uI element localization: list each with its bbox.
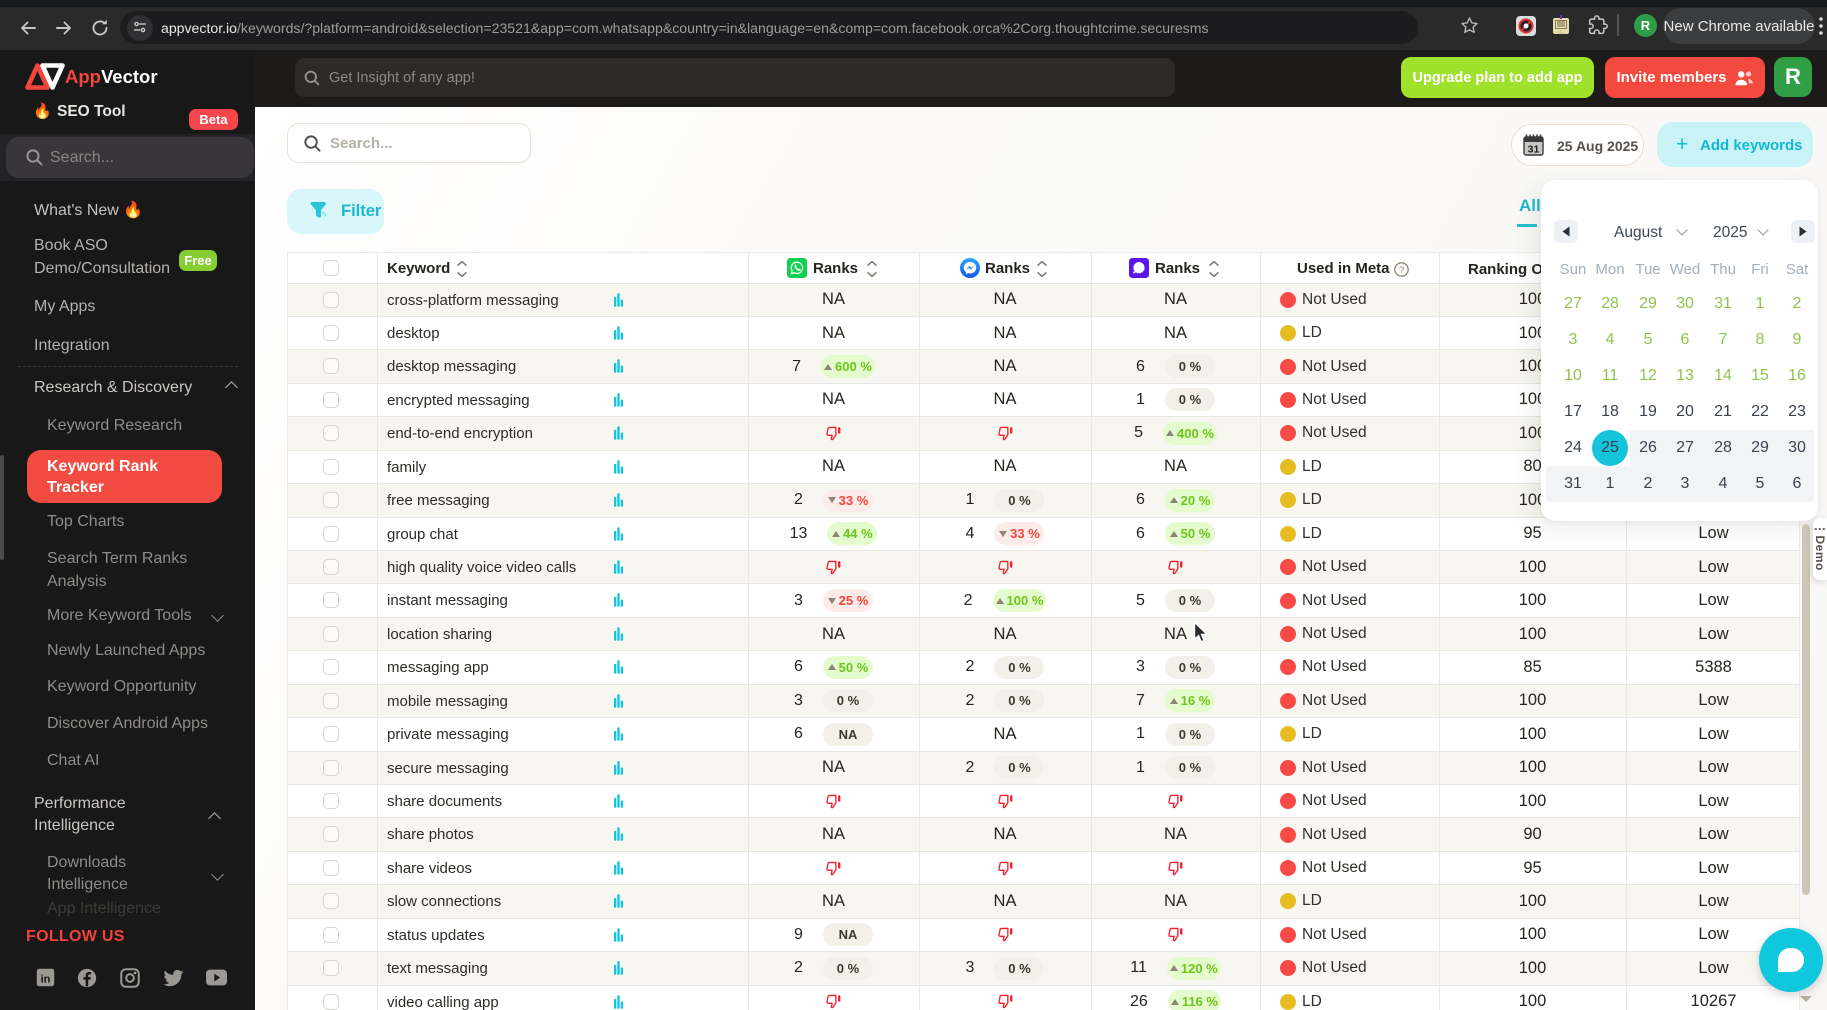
svg-text:?: ? xyxy=(1399,265,1404,276)
svg-text:31: 31 xyxy=(1528,144,1540,156)
svg-text:in: in xyxy=(41,973,51,985)
